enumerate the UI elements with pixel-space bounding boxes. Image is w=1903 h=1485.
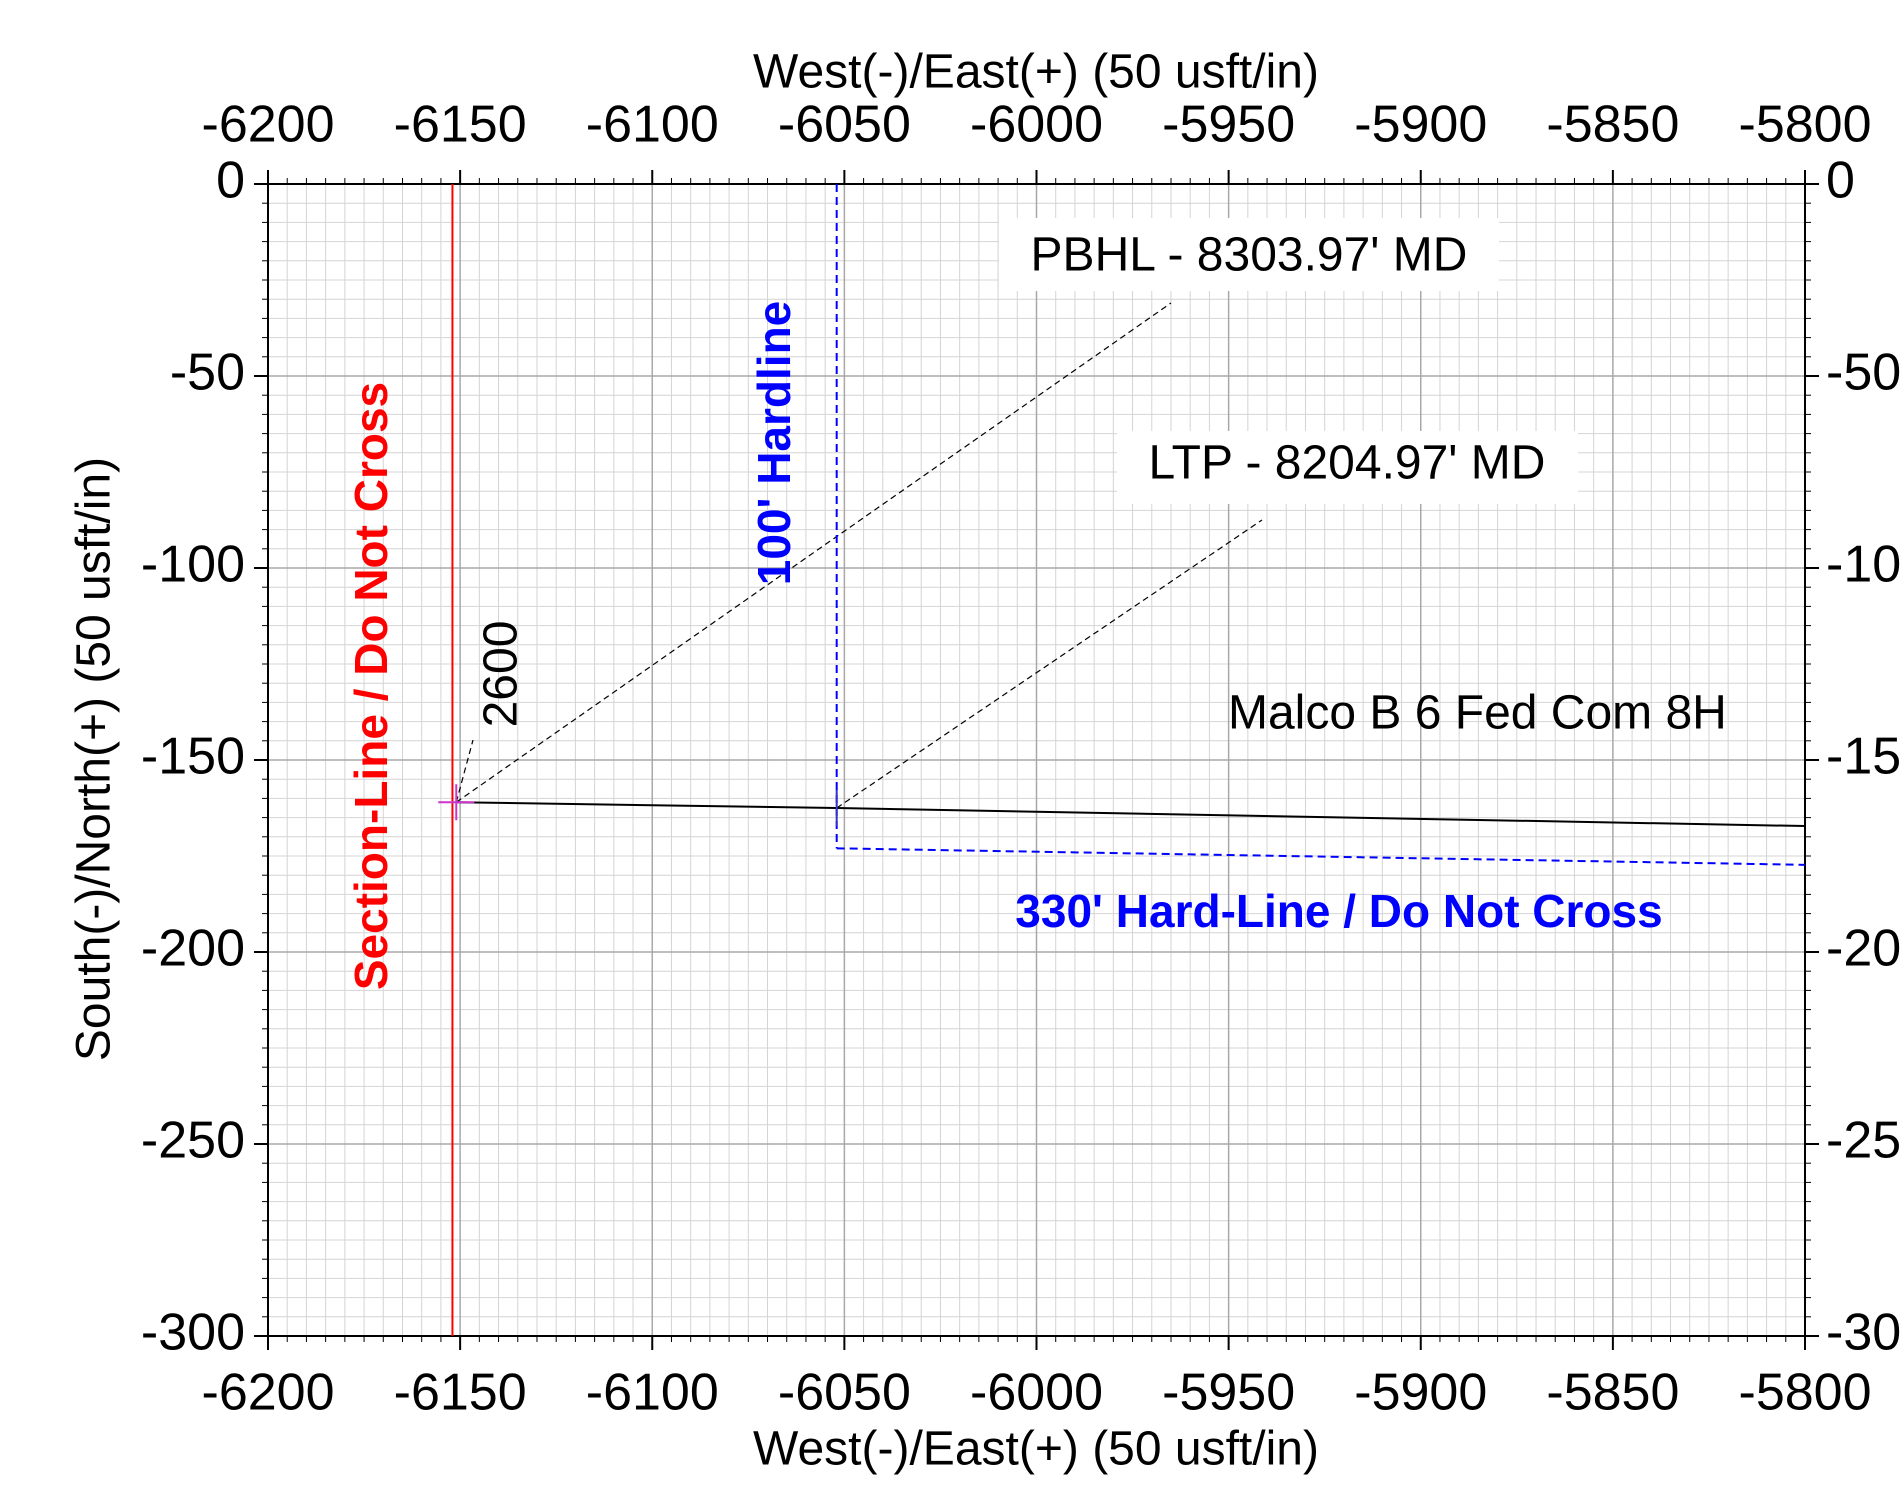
y-tick-label-right: -300 [1826, 1304, 1903, 1362]
y-tick-label: -100 [141, 536, 245, 594]
x-tick-label-top: -6150 [394, 96, 527, 154]
series-line [836, 847, 1806, 866]
leader-line [836, 519, 1263, 809]
x-tick-label: -6100 [586, 1364, 719, 1422]
x-tick-label-top: -6000 [970, 96, 1103, 154]
y-tick-label: -200 [141, 920, 245, 978]
label-box [1117, 431, 1578, 504]
x-tick-label-top: -5950 [1162, 96, 1295, 154]
x-tick-label-top: -5900 [1354, 96, 1487, 154]
y-tick-label-right: -150 [1826, 728, 1903, 786]
x-tick-label-top: -6200 [202, 96, 335, 154]
series-label: 330' Hard-Line / Do Not Cross [1015, 885, 1662, 937]
x-axis-label-top: West(-)/East(+) (50 usft/in) [753, 46, 1319, 99]
y-tick-label: -300 [141, 1304, 245, 1362]
label-box [999, 218, 1499, 291]
series-label: 100' Hardline [748, 301, 800, 586]
annotation: 2600 [475, 621, 528, 728]
y-tick-label-right: -50 [1826, 344, 1901, 402]
x-tick-label: -6150 [394, 1364, 527, 1422]
y-tick-label-right: -200 [1826, 920, 1903, 978]
x-tick-label: -6000 [970, 1364, 1103, 1422]
x-tick-label-top: -6100 [586, 96, 719, 154]
x-tick-label-top: -5800 [1739, 96, 1872, 154]
series-label: Malco B 6 Fed Com 8H [1228, 687, 1727, 740]
y-tick-label-right: -100 [1826, 536, 1903, 594]
x-tick-label: -5800 [1739, 1364, 1872, 1422]
x-tick-label: -5900 [1354, 1364, 1487, 1422]
plot-frame [267, 183, 1806, 1337]
annotation: PBHL - 8303.97' MD [1031, 229, 1468, 282]
series-label: Section-Line / Do Not Cross [345, 382, 397, 990]
annotation: LTP - 8204.97' MD [1149, 437, 1546, 490]
x-tick-label: -6200 [202, 1364, 335, 1422]
x-tick-label: -5950 [1162, 1364, 1295, 1422]
y-tick-label: -50 [170, 344, 245, 402]
leader-line [455, 302, 1172, 803]
x-tick-label: -5850 [1546, 1364, 1679, 1422]
x-tick-label: -6050 [778, 1364, 911, 1422]
start-marker [438, 784, 475, 821]
y-tick-label: 0 [216, 152, 245, 210]
x-tick-label-top: -5850 [1546, 96, 1679, 154]
x-axis-label: West(-)/East(+) (50 usft/in) [753, 1423, 1319, 1476]
y-tick-label: -150 [141, 728, 245, 786]
x-tick-label-top: -6050 [778, 96, 911, 154]
y-tick-label-right: -250 [1826, 1112, 1903, 1170]
leader-line [455, 739, 474, 803]
y-tick-label: -250 [141, 1112, 245, 1170]
y-tick-label-right: 0 [1826, 152, 1855, 210]
y-axis-label: South(-)/North(+) (50 usft/in) [68, 457, 121, 1061]
